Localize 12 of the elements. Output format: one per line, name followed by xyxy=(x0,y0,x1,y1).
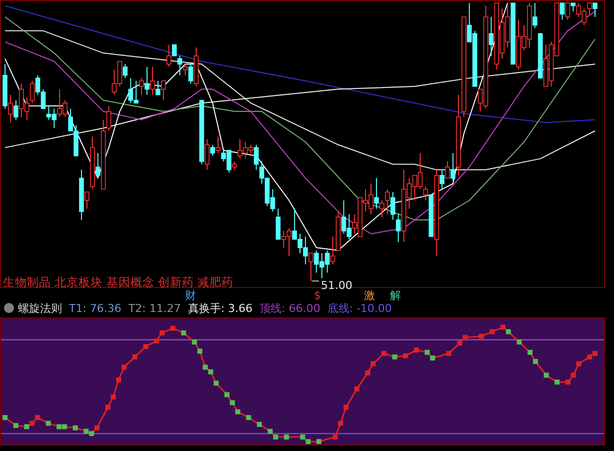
chart-title: 螺旋法则 xyxy=(18,302,62,315)
text: 激 xyxy=(364,289,375,302)
text: 财 xyxy=(185,289,196,302)
text: 顶线: 66.00 xyxy=(260,302,320,315)
text: 真换手: 3.66 xyxy=(188,302,253,315)
text: T1: 76.36 xyxy=(68,302,122,315)
text: 底线: -10.00 xyxy=(327,302,392,315)
text: T2: 11.27 xyxy=(127,302,181,315)
annotation: 生物制品 北京板块 基因概念 创新药 减肥药 xyxy=(3,275,234,289)
text: $ xyxy=(314,289,321,302)
text: 解 xyxy=(390,289,401,302)
annotation: 51.00 xyxy=(320,279,352,292)
